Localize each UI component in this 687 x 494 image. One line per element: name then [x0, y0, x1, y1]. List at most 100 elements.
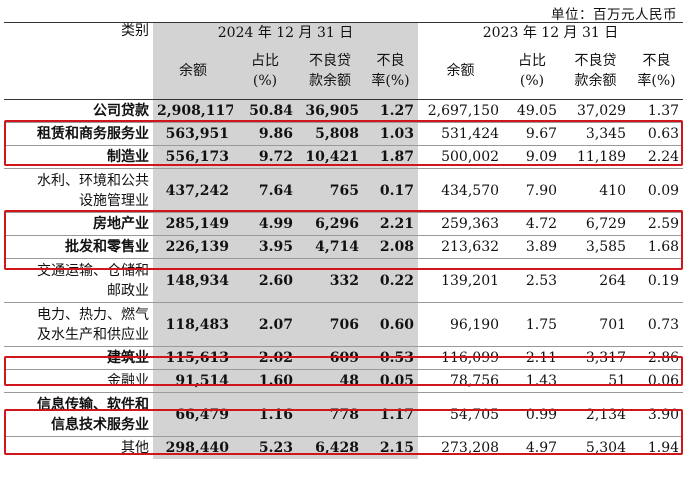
- cell-share-prior: 4.72: [503, 212, 562, 236]
- cell-balance-current: 285,149: [153, 212, 233, 236]
- year-prior-header: 2023 年 12 月 31 日: [482, 24, 619, 41]
- cell-balance-prior: 2,697,150: [418, 99, 504, 123]
- cell-npl-rate-prior: 3.90: [630, 392, 684, 437]
- cell-share-prior: 7.90: [503, 168, 562, 213]
- cell-npl-amount-prior: 5,304: [561, 436, 631, 459]
- table-row: 水利、环境和公共 设施管理业 437,242 7.64 765 0.17 434,570 7.…: [4, 168, 684, 213]
- cell-balance-current: 115,613: [153, 346, 233, 370]
- table-row: 交通运输、仓储和 邮政业 148,934 2.60 332 0.22 139,201 2.53…: [4, 258, 684, 303]
- cell-share-current: 5.23: [233, 436, 297, 459]
- col-npl-amount-prior: 不良贷 款余额: [574, 53, 617, 89]
- cell-npl-rate-prior: 1.37: [630, 99, 684, 123]
- cell-npl-amount-current: 706: [297, 302, 363, 347]
- col-balance-prior: 余额: [446, 63, 475, 79]
- cell-balance-current: 563,951: [153, 122, 233, 146]
- cell-balance-prior: 531,424: [418, 122, 504, 146]
- cell-npl-rate-prior: 2.59: [630, 212, 684, 236]
- table-row: 制造业 556,173 9.72 10,421 1.87 500,002 9.09 11,18…: [4, 145, 684, 169]
- table-row: 信息传输、软件和 信息技术服务业 66,479 1.16 778 1.17 54,705 0.…: [4, 392, 684, 437]
- cell-npl-amount-current: 48: [297, 369, 363, 393]
- table-row: 建筑业 115,613 2.02 609 0.53 116,099 2.11 3,317 2.8…: [4, 346, 684, 370]
- cell-share-prior: 4.97: [503, 436, 562, 459]
- cell-npl-amount-prior: 264: [561, 258, 631, 303]
- cell-balance-current: 556,173: [153, 145, 233, 169]
- cell-npl-amount-prior: 11,189: [561, 145, 631, 169]
- row-category: 制造业: [4, 145, 153, 169]
- cell-balance-current: 118,483: [153, 302, 233, 347]
- cell-npl-rate-current: 1.87: [363, 145, 419, 169]
- category-header: 类别: [121, 23, 149, 39]
- cell-npl-rate-prior: 0.09: [630, 168, 684, 213]
- cell-npl-amount-current: 609: [297, 346, 363, 370]
- cell-npl-amount-prior: 3,585: [561, 235, 631, 259]
- cell-npl-amount-prior: 51: [561, 369, 631, 393]
- cell-npl-amount-prior: 3,345: [561, 122, 631, 146]
- cell-npl-amount-current: 4,714: [297, 235, 363, 259]
- cell-npl-amount-current: 765: [297, 168, 363, 213]
- cell-npl-rate-current: 0.53: [363, 346, 419, 370]
- cell-share-prior: 3.89: [503, 235, 562, 259]
- cell-balance-current: 66,479: [153, 392, 233, 437]
- cell-share-current: 1.16: [233, 392, 297, 437]
- row-category: 其他: [4, 436, 153, 459]
- cell-npl-amount-prior: 6,729: [561, 212, 631, 236]
- cell-share-current: 2.07: [233, 302, 297, 347]
- table-row: 其他 298,440 5.23 6,428 2.15 273,208 4.97 5,304 1.…: [4, 436, 684, 459]
- cell-npl-rate-prior: 2.24: [630, 145, 684, 169]
- cell-balance-prior: 116,099: [418, 346, 504, 370]
- cell-balance-current: 298,440: [153, 436, 233, 459]
- cell-balance-prior: 213,632: [418, 235, 504, 259]
- row-category: 水利、环境和公共 设施管理业: [4, 168, 153, 213]
- cell-share-current: 2.02: [233, 346, 297, 370]
- table-row: 房地产业 285,149 4.99 6,296 2.21 259,363 4.72 6,729…: [4, 212, 684, 236]
- cell-npl-rate-current: 2.15: [363, 436, 419, 459]
- cell-npl-rate-prior: 0.73: [630, 302, 684, 347]
- unit-note: 单位：百万元人民币: [551, 7, 677, 23]
- cell-npl-rate-prior: 0.63: [630, 122, 684, 146]
- cell-npl-amount-prior: 3,317: [561, 346, 631, 370]
- cell-balance-current: 148,934: [153, 258, 233, 303]
- cell-balance-prior: 139,201: [418, 258, 504, 303]
- row-category: 金融业: [4, 369, 153, 393]
- cell-npl-rate-prior: 0.19: [630, 258, 684, 303]
- cell-npl-rate-current: 0.22: [363, 258, 419, 303]
- col-share-prior: 占比 (%): [518, 53, 547, 89]
- cell-balance-prior: 434,570: [418, 168, 504, 213]
- cell-npl-amount-current: 778: [297, 392, 363, 437]
- cell-npl-amount-current: 6,428: [297, 436, 363, 459]
- cell-npl-rate-current: 1.03: [363, 122, 419, 146]
- table-row: 公司贷款 2,908,117 50.84 36,905 1.27 2,697,150 49.…: [4, 99, 684, 123]
- cell-npl-amount-current: 10,421: [297, 145, 363, 169]
- cell-npl-amount-current: 5,808: [297, 122, 363, 146]
- cell-npl-amount-current: 36,905: [297, 99, 363, 123]
- cell-npl-rate-current: 1.27: [363, 99, 419, 123]
- cell-balance-prior: 259,363: [418, 212, 504, 236]
- cell-share-current: 4.99: [233, 212, 297, 236]
- cell-balance-prior: 500,002: [418, 145, 504, 169]
- cell-npl-rate-current: 2.08: [363, 235, 419, 259]
- cell-share-current: 2.60: [233, 258, 297, 303]
- row-category: 批发和零售业: [4, 235, 153, 259]
- cell-balance-prior: 54,705: [418, 392, 504, 437]
- cell-npl-rate-current: 0.60: [363, 302, 419, 347]
- cell-balance-current: 226,139: [153, 235, 233, 259]
- cell-balance-current: 91,514: [153, 369, 233, 393]
- col-balance-current: 余额: [153, 43, 233, 100]
- cell-share-prior: 0.99: [503, 392, 562, 437]
- cell-balance-prior: 96,190: [418, 302, 504, 347]
- loan-industry-table: 类别 2024 年 12 月 31 日 2023 年 12 月 31 日 余额 …: [4, 22, 684, 459]
- col-npl-amount-current: 不良贷 款余额: [297, 43, 363, 100]
- cell-npl-rate-current: 1.17: [363, 392, 419, 437]
- row-category: 租赁和商务服务业: [4, 122, 153, 146]
- cell-share-current: 9.86: [233, 122, 297, 146]
- cell-share-prior: 49.05: [503, 99, 562, 123]
- cell-share-prior: 9.09: [503, 145, 562, 169]
- cell-npl-amount-prior: 37,029: [561, 99, 631, 123]
- cell-npl-amount-current: 6,296: [297, 212, 363, 236]
- cell-npl-rate-prior: 1.94: [630, 436, 684, 459]
- cell-npl-rate-prior: 1.68: [630, 235, 684, 259]
- table-row: 金融业 91,514 1.60 48 0.05 78,756 1.43 51 0.06: [4, 369, 684, 393]
- row-category: 电力、热力、燃气 及水生产和供应业: [4, 302, 153, 347]
- cell-share-current: 50.84: [233, 99, 297, 123]
- cell-share-current: 7.64: [233, 168, 297, 213]
